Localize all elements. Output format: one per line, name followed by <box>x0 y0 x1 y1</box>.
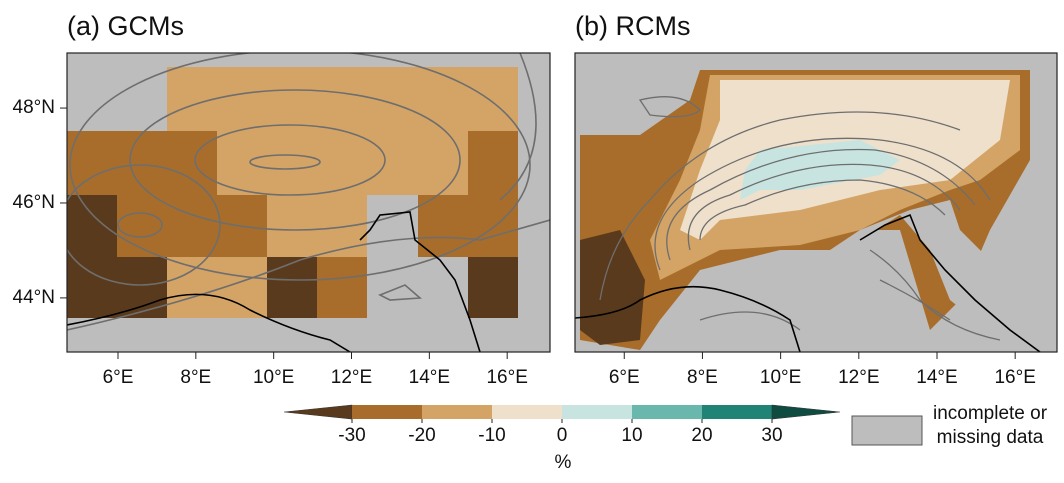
legend-swatch <box>851 415 923 446</box>
colorbar-extension <box>771 404 841 420</box>
colorbar-bin <box>492 405 562 419</box>
x-tick-label: 14°E <box>409 367 450 388</box>
colorbar-unit: % <box>555 452 572 473</box>
x-tick-label: 14°E <box>916 367 957 388</box>
colorbar: -30 -20 -10 0 10 20 30 <box>283 404 841 446</box>
x-tick-label: 6°E <box>103 367 134 388</box>
y-tick-label: 46°N <box>13 192 55 213</box>
colorbar-bin <box>422 405 492 419</box>
panel-title: (b) RCMs <box>575 11 691 41</box>
x-tick-label: 10°E <box>760 367 801 388</box>
y-tick-label: 44°N <box>13 287 55 308</box>
x-tick-label: 12°E <box>838 367 879 388</box>
colorbar-tick-label: 0 <box>557 425 568 446</box>
colorbar-tick-label: -30 <box>338 425 365 446</box>
x-tick-label: 6°E <box>609 367 640 388</box>
colorbar-tick-label: 30 <box>761 425 782 446</box>
colorbar-tick-label: -10 <box>478 425 505 446</box>
colorbar-bin <box>562 405 632 419</box>
colorbar-tick-label: 20 <box>691 425 712 446</box>
colorbar-bin <box>702 405 772 419</box>
colorbar-tick-label: 10 <box>621 425 642 446</box>
colorbar-bin <box>632 405 702 419</box>
x-tick-label: 10°E <box>253 367 294 388</box>
x-tick-label: 12°E <box>331 367 372 388</box>
y-tick-label: 48°N <box>13 97 55 118</box>
x-tick-label: 8°E <box>687 367 718 388</box>
frame <box>574 52 1058 353</box>
rcm-map <box>575 53 1057 352</box>
x-tick-label: 16°E <box>486 367 527 388</box>
colorbar-extension <box>283 404 353 420</box>
legend-label: incomplete or <box>933 403 1048 424</box>
colorbar-bin <box>352 405 422 419</box>
panel-title: (a) GCMs <box>67 11 184 41</box>
legend-label: missing data <box>937 427 1044 448</box>
x-tick-label: 8°E <box>180 367 211 388</box>
x-tick-label: 16°E <box>994 367 1035 388</box>
ticks: (a) GCMs 6°E 8°E 10°E 12°E 14°E 16°E 44°N 46°N 48… <box>13 11 1036 388</box>
colorbar-tick-label: -20 <box>408 425 435 446</box>
gcm-map <box>67 53 550 352</box>
